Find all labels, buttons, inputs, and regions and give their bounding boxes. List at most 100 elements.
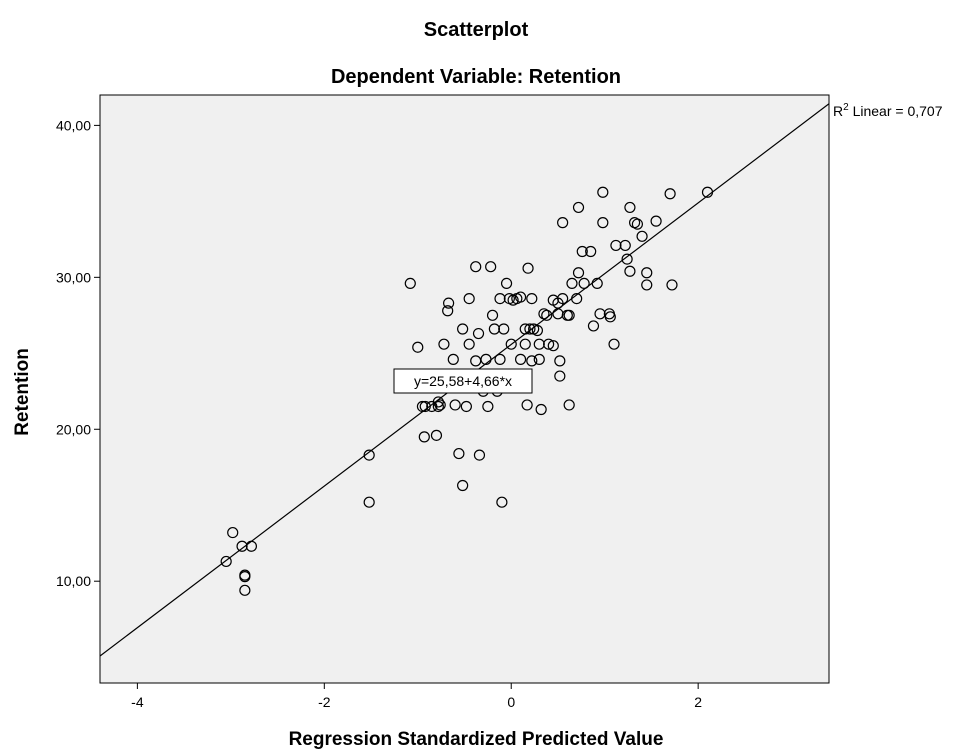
x-tick-label: 0: [507, 694, 515, 710]
data-point: [641, 279, 653, 291]
data-point: [576, 245, 588, 258]
y-tick-label: 20,00: [56, 421, 91, 437]
data-point: [524, 323, 536, 335]
data-point: [412, 341, 424, 353]
data-point: [488, 323, 501, 335]
data-point: [486, 309, 499, 321]
data-point: [624, 265, 636, 277]
data-point: [519, 323, 531, 335]
data-point: [533, 353, 545, 365]
data-point: [463, 292, 475, 305]
data-point: [608, 338, 620, 350]
data-point: [482, 400, 494, 413]
data-point: [496, 496, 508, 508]
y-tick-label: 30,00: [56, 269, 91, 285]
data-point: [236, 540, 248, 552]
data-point: [650, 215, 662, 227]
data-point: [610, 239, 622, 252]
equation-box-frame: [393, 368, 533, 394]
data-point: [664, 188, 676, 200]
equation-label: y=25,58+4,66*x: [414, 373, 512, 389]
data-point: [443, 297, 455, 309]
data-point: [666, 279, 678, 291]
data-point: [701, 186, 714, 198]
data-point: [463, 338, 475, 350]
r-squared-superscript: 2: [843, 102, 849, 113]
y-axis-label: Retention: [12, 348, 33, 436]
data-point: [554, 355, 566, 367]
data-point: [430, 429, 443, 441]
data-point: [363, 449, 375, 461]
data-point: [239, 584, 251, 596]
data-point: [619, 239, 631, 252]
data-point: [563, 309, 575, 321]
data-point: [239, 569, 251, 581]
data-point: [591, 277, 603, 290]
data-point: [535, 403, 547, 416]
data-point: [621, 253, 633, 265]
data-point: [571, 292, 583, 305]
data-point: [624, 201, 636, 214]
data-point: [578, 277, 590, 290]
data-point: [594, 308, 606, 320]
r-squared-symbol: R: [833, 103, 843, 119]
data-point: [526, 292, 538, 305]
x-tick-label: 2: [694, 694, 702, 710]
data-point: [531, 324, 544, 337]
data-point: [557, 292, 569, 305]
data-point: [514, 353, 527, 365]
data-point: [227, 526, 239, 539]
data-point: [500, 277, 513, 290]
data-point: [416, 400, 429, 413]
r-squared-value: Linear = 0,707: [849, 103, 943, 119]
data-point: [438, 338, 450, 350]
data-point: [572, 267, 585, 279]
r-squared-label: R2 Linear = 0,707: [833, 102, 943, 119]
data-point: [404, 277, 416, 290]
chart-title: Scatterplot: [424, 19, 529, 41]
data-point: [585, 245, 597, 258]
data-point: [473, 449, 486, 461]
data-point: [432, 400, 444, 413]
data-point: [434, 399, 446, 411]
x-tick-label: -4: [131, 694, 144, 710]
data-point: [563, 399, 575, 411]
data-point: [543, 338, 555, 350]
data-point: [418, 431, 430, 443]
data-point: [494, 292, 506, 305]
data-point: [470, 261, 482, 273]
data-point: [449, 399, 461, 411]
data-point: [519, 338, 531, 350]
data-point: [597, 186, 609, 198]
data-point: [522, 262, 534, 274]
plot-area: -4 -2 0 2 10,00 20,00 30,00 40,00: [56, 94, 830, 710]
data-point: [641, 267, 653, 279]
data-point: [432, 396, 444, 408]
data-point: [557, 217, 569, 229]
data-point: [363, 496, 375, 508]
data-point: [566, 277, 578, 290]
y-tick-label: 10,00: [56, 573, 91, 589]
data-point: [636, 230, 648, 242]
data-point: [447, 353, 459, 365]
data-point: [419, 400, 431, 413]
data-point: [514, 291, 527, 303]
data-point: [597, 217, 609, 229]
data-point: [472, 327, 485, 340]
data-point: [453, 447, 465, 460]
x-axis-label: Regression Standardized Predicted Value: [289, 729, 664, 750]
data-point: [526, 355, 538, 367]
data-point: [457, 323, 469, 335]
data-point: [494, 353, 506, 365]
data-point: [533, 338, 545, 350]
data-point: [521, 399, 533, 411]
y-tick-label: 40,00: [56, 117, 91, 133]
data-point: [547, 340, 559, 352]
data-point: [245, 540, 258, 552]
data-point: [460, 400, 472, 413]
data-point: [442, 305, 454, 317]
data-point: [498, 323, 510, 335]
data-point: [631, 218, 644, 230]
data-point: [604, 311, 616, 323]
